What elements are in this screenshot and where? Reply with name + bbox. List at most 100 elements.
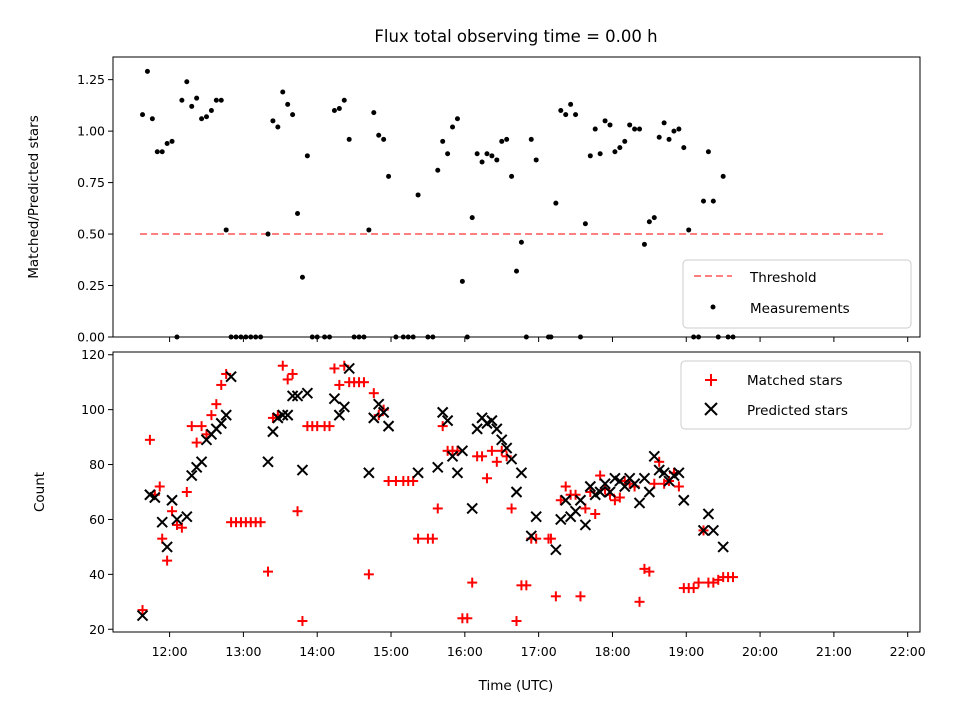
measurement-point (346, 136, 352, 142)
measurement-point (563, 112, 569, 118)
measurement-point (361, 334, 367, 340)
predicted-star-marker (702, 508, 715, 520)
y-tick-label: 60 (89, 512, 105, 527)
matched-star-marker (432, 503, 443, 514)
matched-star-marker (144, 434, 155, 445)
legend-measurements-label: Measurements (750, 301, 850, 317)
predicted-star-marker (186, 469, 198, 482)
predicted-star-marker (328, 392, 341, 405)
measurement-point (189, 103, 195, 109)
top-y-axis-ticks: 0.00 0.25 0.50 0.75 1.00 1.25 (77, 72, 113, 345)
measurement-point (710, 198, 716, 204)
matched-star-marker (462, 613, 473, 624)
matched-star-marker (570, 489, 581, 500)
measurement-point (489, 153, 495, 159)
measurement-point (248, 334, 254, 340)
x-tick-label: 19:00 (668, 644, 704, 659)
measurement-point (331, 108, 337, 114)
predicted-star-marker (267, 425, 279, 438)
y-tick-label: 40 (89, 567, 105, 582)
matched-star-marker (427, 533, 438, 544)
measurement-point (238, 334, 244, 340)
predicted-star-marker (225, 370, 237, 383)
measurement-point (280, 89, 286, 95)
predicted-star-marker (156, 516, 168, 528)
matched-star-marker (206, 410, 217, 421)
x-tick-label: 17:00 (521, 644, 557, 659)
measurement-point (327, 334, 333, 340)
matched-star-marker (186, 421, 197, 432)
predicted-star-marker (648, 450, 660, 463)
predicted-star-marker (707, 524, 720, 537)
matched-star-marker (550, 591, 561, 602)
measurement-point (194, 95, 200, 101)
top-legend-frame (682, 259, 912, 329)
predicted-star-marker (550, 543, 562, 556)
predicted-stars-points-group (136, 362, 729, 622)
measurement-point (548, 334, 554, 340)
predicted-star-marker (166, 494, 178, 506)
predicted-star-marker (471, 423, 483, 435)
matched-star-marker (162, 555, 173, 566)
predicted-star-marker (496, 434, 508, 446)
predicted-star-marker (658, 467, 670, 479)
measurement-point (725, 334, 731, 340)
measurement-point (494, 157, 500, 163)
measurement-point (622, 138, 628, 144)
measurement-point (637, 126, 643, 132)
matched-star-marker (287, 368, 298, 379)
matched-star-marker (334, 379, 345, 390)
measurement-point (454, 116, 460, 122)
measurement-point (656, 134, 662, 140)
measurement-point (558, 108, 564, 114)
legend-measurements-swatch (710, 304, 716, 310)
predicted-star-marker (441, 414, 454, 427)
matched-star-marker (477, 451, 488, 462)
matched-star-marker (467, 577, 478, 588)
bottom-legend-frame (680, 360, 912, 430)
legend-matched-label: Matched stars (747, 373, 843, 389)
measurement-point (568, 101, 574, 107)
x-tick-label: 14:00 (299, 644, 335, 659)
measurement-point (405, 334, 411, 340)
measurement-point (270, 118, 276, 124)
measurement-point (646, 219, 652, 225)
y-tick-label: 80 (89, 457, 105, 472)
measurement-point (159, 149, 165, 155)
matched-star-marker (324, 421, 335, 432)
matched-star-marker (452, 445, 463, 456)
measurement-point (514, 268, 519, 274)
measurement-point (140, 112, 146, 118)
measurement-point (705, 149, 711, 155)
measurement-point (144, 68, 150, 74)
predicted-star-marker (530, 510, 542, 523)
predicted-star-marker (638, 472, 651, 484)
matched-star-marker (196, 421, 207, 432)
bottom-x-axis-ticks: 12:00 13:00 14:00 15:00 16:00 17:00 18:00 19:00… (152, 632, 926, 659)
measurement-point (730, 334, 736, 340)
measurement-point (299, 274, 305, 280)
matched-star-marker (673, 481, 684, 492)
predicted-star-marker (286, 390, 299, 402)
top-panel-frame (112, 56, 921, 338)
y-tick-label: 0.00 (77, 330, 105, 345)
x-tick-label: 13:00 (225, 644, 261, 659)
predicted-star-marker (291, 390, 304, 402)
matched-star-marker (292, 506, 303, 517)
measurement-point (553, 200, 559, 206)
measurement-point (351, 334, 357, 340)
predicted-star-marker (436, 406, 449, 419)
matched-star-marker (506, 503, 517, 514)
bottom-panel: 20 40 60 80 100 120 12:00 13:00 14:00 15:00 16:00… (32, 347, 926, 694)
bottom-y-axis-ticks: 20 40 60 80 100 120 (81, 347, 113, 637)
measurement-point (464, 334, 470, 340)
matched-star-marker (560, 481, 571, 492)
predicted-star-marker (633, 497, 646, 509)
measurement-point (612, 149, 618, 155)
y-tick-label: 0.25 (77, 278, 105, 293)
measurement-point (265, 231, 271, 237)
predicted-star-marker (149, 491, 161, 504)
measurement-point (582, 221, 588, 227)
matched-star-marker (654, 456, 665, 467)
y-tick-label: 0.50 (77, 227, 105, 242)
